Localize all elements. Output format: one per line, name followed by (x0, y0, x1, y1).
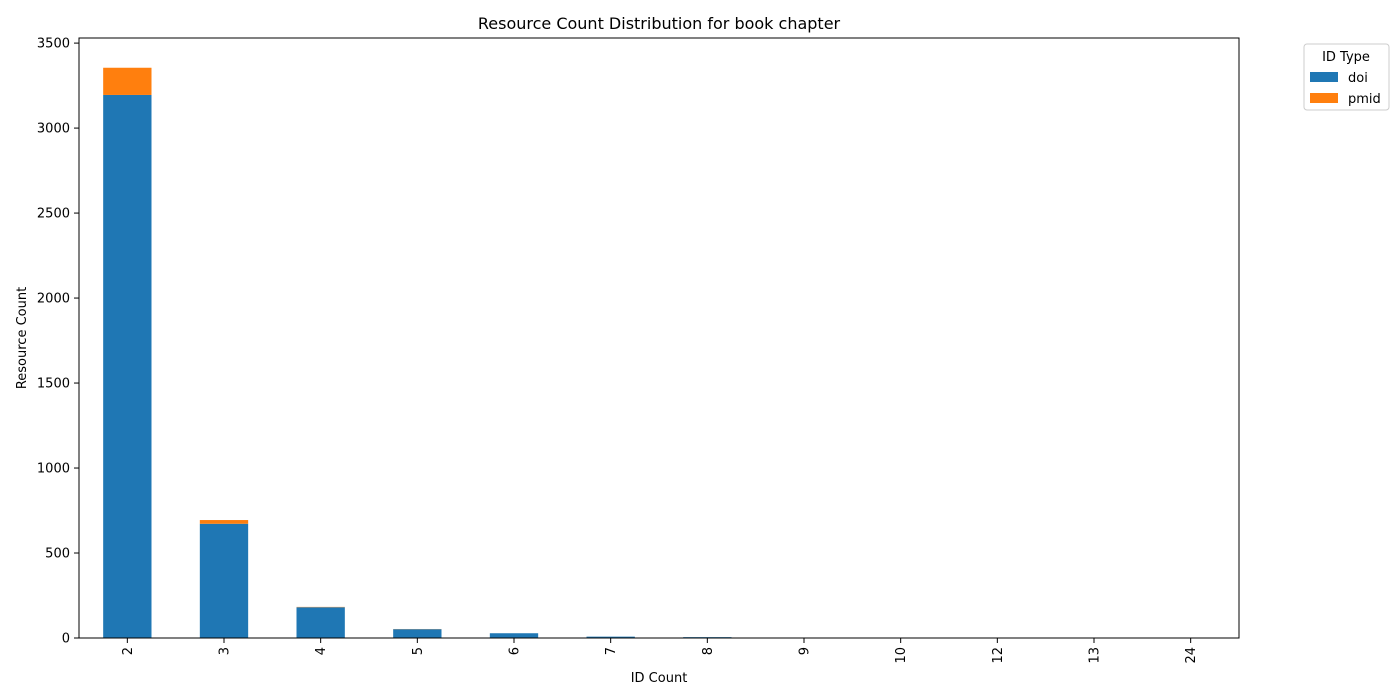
y-tick-label: 3500 (37, 37, 70, 52)
y-axis: 0 500 1000 1500 2000 2500 3000 3500 (37, 37, 79, 647)
y-tick-label: 1500 (37, 377, 70, 392)
x-tick-label: 5 (411, 647, 426, 655)
legend-label-doi: doi (1348, 71, 1368, 86)
y-tick-label: 1000 (37, 462, 70, 477)
bar-doi-7 (586, 636, 635, 638)
x-tick-label: 24 (1184, 647, 1199, 664)
x-tick-label: 8 (701, 647, 716, 655)
plot-frame (78, 37, 1240, 639)
y-tick-label: 0 (62, 632, 70, 647)
bar-pmid-2 (103, 67, 152, 95)
x-tick-label: 9 (798, 647, 813, 655)
x-tick-label: 10 (894, 647, 909, 664)
chart-title: Resource Count Distribution for book cha… (478, 14, 841, 33)
bar-doi-5 (393, 629, 442, 638)
x-tick-label: 4 (314, 647, 329, 655)
x-tick-label: 7 (604, 647, 619, 655)
bar-doi-6 (489, 633, 539, 638)
bar-doi-2 (103, 94, 152, 638)
legend-swatch-doi (1310, 72, 1338, 82)
y-tick-label: 3000 (37, 122, 70, 137)
x-tick-label: 12 (991, 647, 1006, 664)
plot-area (103, 67, 1215, 638)
legend: ID Type doi pmid (1303, 43, 1390, 111)
y-tick-label: 500 (45, 547, 70, 562)
bar-pmid-3 (199, 520, 249, 524)
x-tick-label: 13 (1088, 647, 1103, 664)
bar-doi-3 (199, 523, 249, 638)
y-axis-label: Resource Count (15, 287, 30, 389)
legend-title: ID Type (1322, 50, 1370, 65)
legend-swatch-pmid (1310, 93, 1338, 103)
bar-doi-4 (296, 607, 345, 638)
x-axis: 2 3 4 5 6 7 8 9 10 12 13 24 (121, 638, 1199, 664)
x-axis-label: ID Count (631, 671, 688, 686)
x-tick-label: 3 (218, 647, 233, 655)
x-tick-label: 2 (121, 647, 136, 655)
y-tick-label: 2000 (37, 292, 70, 307)
legend-label-pmid: pmid (1348, 92, 1381, 107)
x-tick-label: 6 (508, 647, 523, 655)
y-tick-label: 2500 (37, 207, 70, 222)
